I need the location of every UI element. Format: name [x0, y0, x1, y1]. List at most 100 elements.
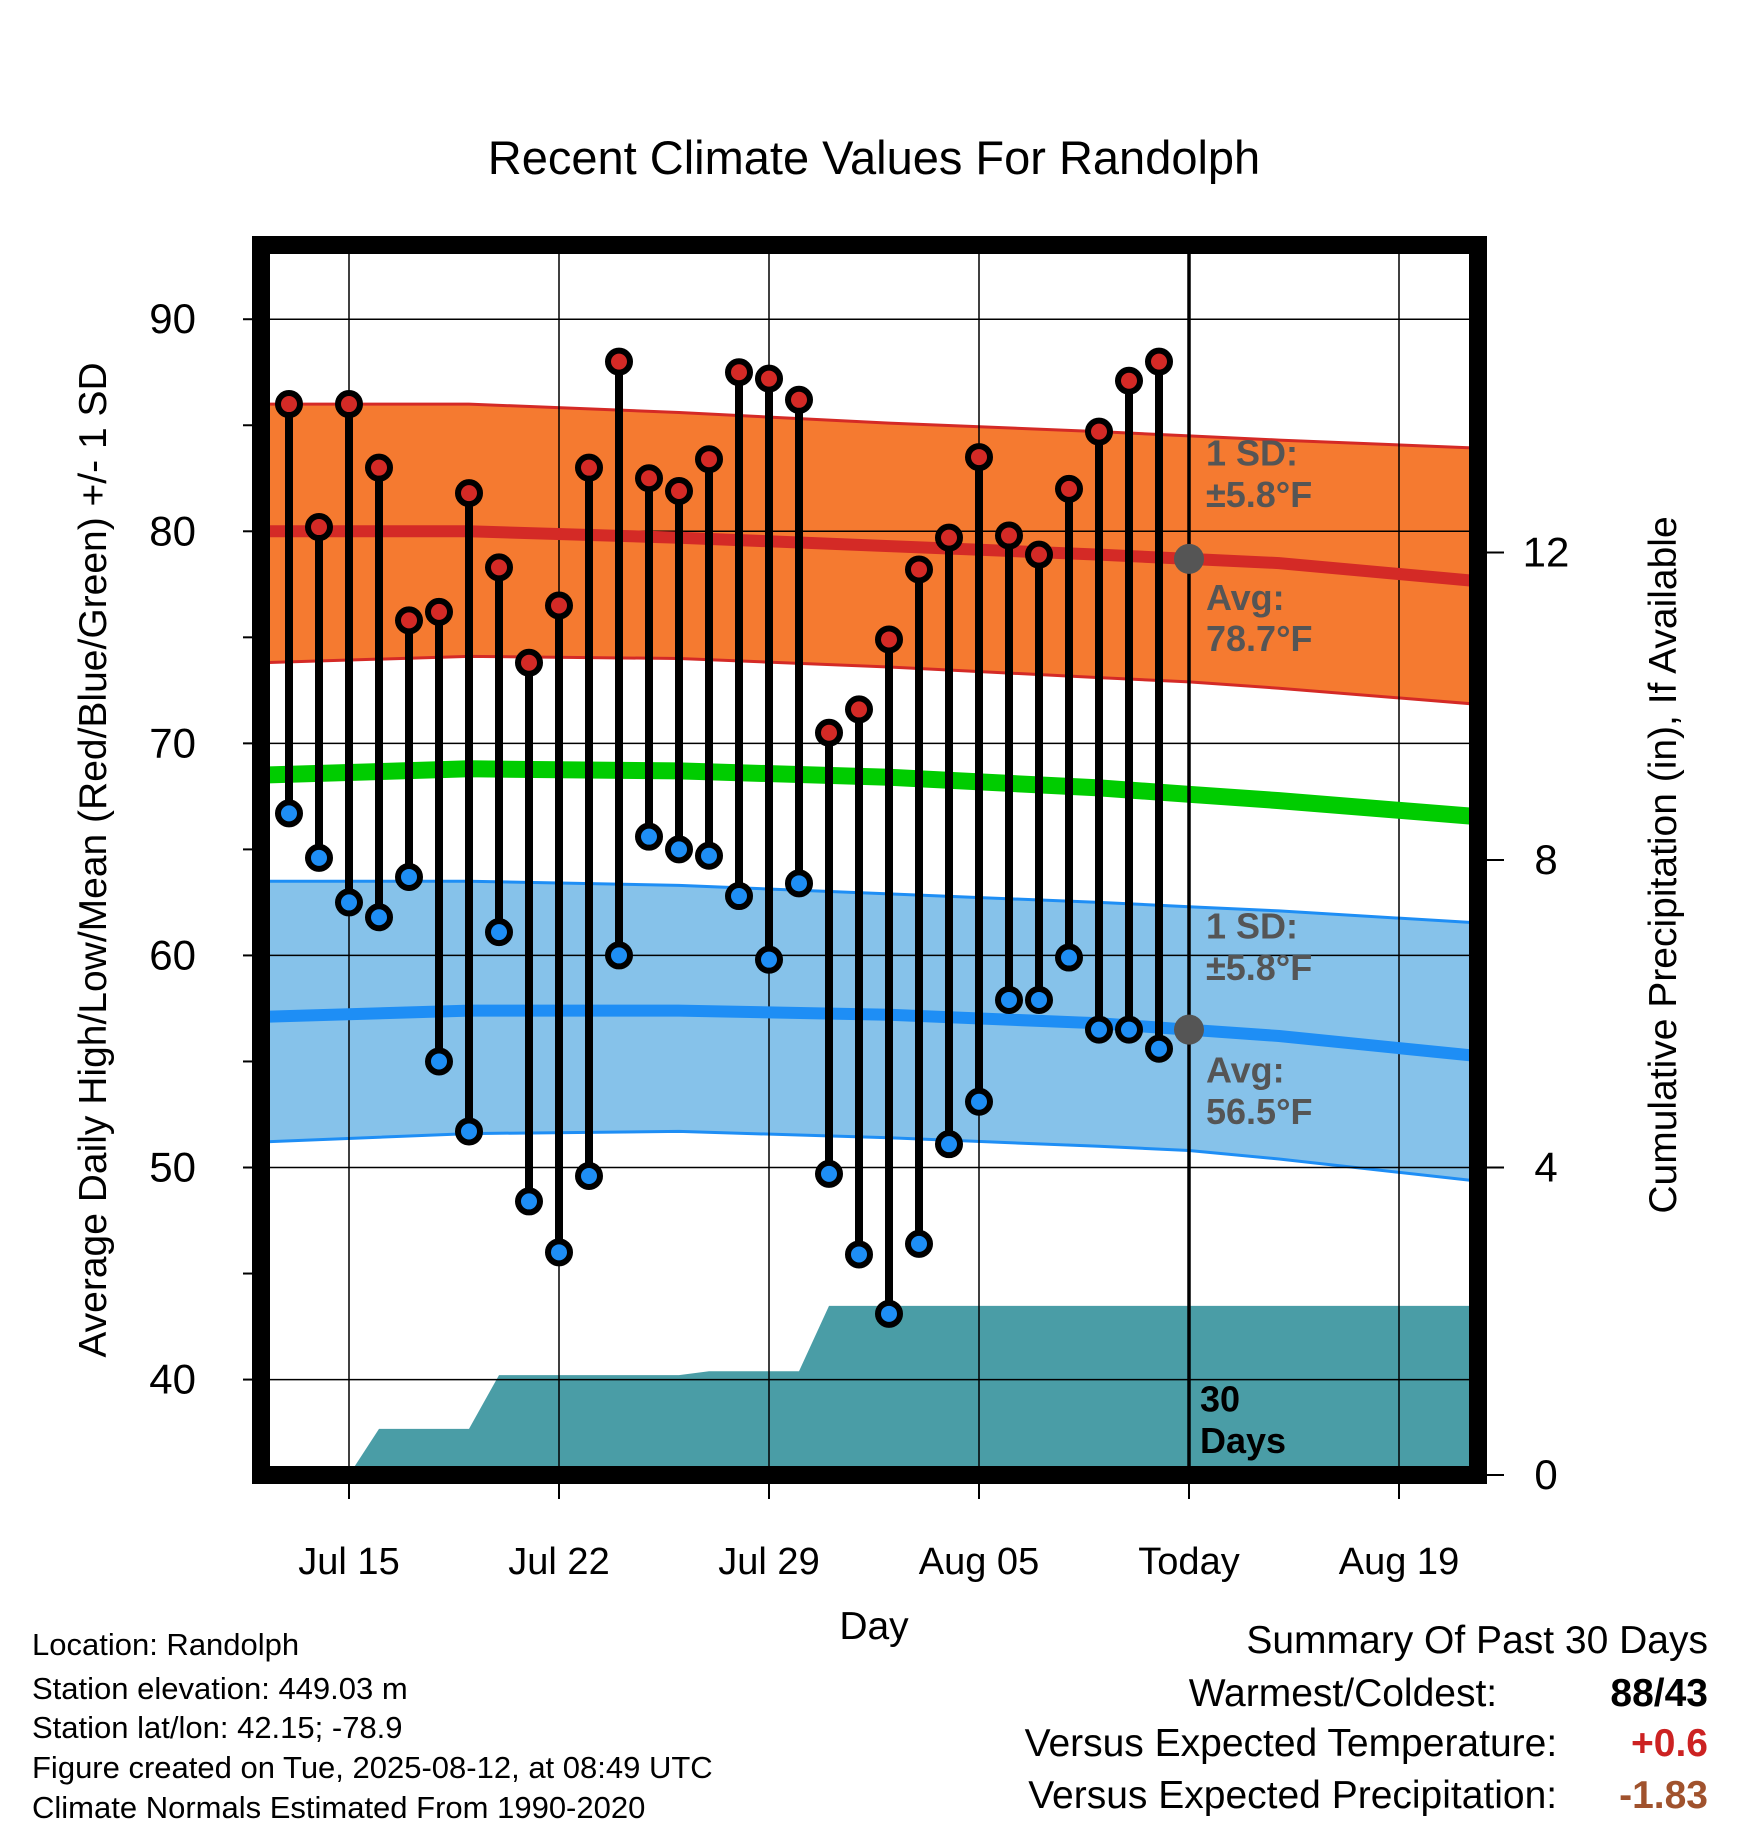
- info-elevation: Station elevation: 449.03 m: [32, 1671, 408, 1706]
- high-point: [365, 453, 393, 482]
- high-point: [545, 591, 573, 620]
- low-point: [1145, 1034, 1173, 1063]
- plot-frame: [252, 236, 1487, 1484]
- high-point: [1145, 347, 1173, 376]
- high-point: [815, 718, 843, 747]
- x-tick-label: Jul 22: [508, 1541, 609, 1583]
- high-point: [455, 479, 483, 508]
- info-created: Figure created on Tue, 2025-08-12, at 08…: [32, 1750, 713, 1785]
- info-location: Location: Randolph: [32, 1627, 300, 1662]
- low-point: [575, 1161, 603, 1190]
- summary-precip-label: Versus Expected Precipitation:: [1028, 1774, 1558, 1817]
- today-low-avg-marker: [1174, 1014, 1204, 1045]
- high-point: [695, 445, 723, 474]
- low-point: [335, 888, 363, 917]
- high-point: [785, 385, 813, 414]
- high-point: [995, 521, 1023, 550]
- summary-temp-value: +0.6: [1631, 1722, 1708, 1765]
- low-point: [395, 862, 423, 891]
- low-point: [785, 869, 813, 898]
- low-point: [1025, 985, 1053, 1014]
- low-point: [905, 1229, 933, 1258]
- low-point: [1085, 1015, 1113, 1044]
- info-normals: Climate Normals Estimated From 1990-2020: [32, 1790, 646, 1825]
- low-point: [305, 843, 333, 872]
- info-latlon: Station lat/lon: 42.15; -78.9: [32, 1710, 403, 1745]
- x-tick-label: Aug 19: [1339, 1541, 1459, 1583]
- high-point: [875, 625, 903, 654]
- y2-tick-label: 8: [1534, 836, 1557, 883]
- low-point: [635, 822, 663, 851]
- low-point: [845, 1240, 873, 1269]
- low-lower-line: [261, 1129, 1478, 1183]
- y-axis-label: Average Daily High/Low/Mean (Red/Blue/Gr…: [72, 362, 115, 1357]
- y2-tick-label: 0: [1534, 1451, 1557, 1498]
- high-avg-label: Avg: 78.7°F: [1206, 577, 1312, 659]
- low-point: [815, 1159, 843, 1188]
- high-point: [605, 347, 633, 376]
- plot-area: 1 SD: ±5.8°F Avg: 78.7°F 1 SD: ±5.8°F Avg: 56.5…: [72, 236, 1685, 1648]
- days-label: 30 Days: [1200, 1378, 1286, 1460]
- high-point: [1085, 417, 1113, 446]
- high-point: [635, 464, 663, 493]
- low-point: [605, 941, 633, 970]
- low-point: [1115, 1015, 1143, 1044]
- high-sd-label: 1 SD: ±5.8°F: [1206, 433, 1312, 515]
- y-tick-label: 40: [149, 1356, 196, 1403]
- low-point: [725, 882, 753, 911]
- low-point: [365, 903, 393, 932]
- y-tick-label: 50: [149, 1144, 196, 1191]
- summary-temp: Versus Expected Temperature: +0.6: [1025, 1722, 1708, 1766]
- high-point: [305, 513, 333, 542]
- low-point: [755, 945, 783, 974]
- x-tick-label: Jul 15: [298, 1541, 399, 1583]
- high-point: [935, 523, 963, 552]
- low-upper-line: [261, 879, 1478, 925]
- low-point: [275, 799, 303, 828]
- y2-tick-label: 4: [1534, 1144, 1557, 1191]
- summary-warm-cold-label: Warmest/Coldest:: [1188, 1672, 1498, 1715]
- y-tick-label: 80: [149, 507, 196, 554]
- high-lower-line: [261, 654, 1478, 706]
- low-point: [665, 835, 693, 864]
- low-point: [515, 1187, 543, 1216]
- low-point: [485, 918, 513, 947]
- x-tick-label: Jul 29: [718, 1541, 819, 1583]
- high-point: [755, 364, 783, 393]
- high-point: [395, 606, 423, 635]
- x-tick-label: Aug 05: [919, 1541, 1039, 1583]
- low-avg-label: Avg: 56.5°F: [1206, 1050, 1312, 1132]
- y2-tick-label: 12: [1523, 529, 1570, 576]
- low-sd-label: 1 SD: ±5.8°F: [1206, 905, 1312, 987]
- low-point: [995, 985, 1023, 1014]
- chart-title: Recent Climate Values For Randolph: [488, 131, 1260, 184]
- high-point: [335, 390, 363, 419]
- high-point: [665, 477, 693, 505]
- plot-inner: 1 SD: ±5.8°F Avg: 78.7°F 1 SD: ±5.8°F Avg: 56.5…: [261, 245, 1478, 1475]
- low-avg-line: [261, 1004, 1478, 1063]
- high-point: [905, 555, 933, 584]
- summary-precip-value: -1.83: [1619, 1774, 1708, 1817]
- high-point: [425, 597, 453, 626]
- x-axis-label: Day: [839, 1605, 909, 1648]
- x-tick-label: Today: [1138, 1541, 1239, 1583]
- high-upper-line: [261, 402, 1478, 450]
- today-high-avg-marker: [1174, 543, 1204, 574]
- summary-warm-cold: Warmest/Coldest: 88/43: [1189, 1672, 1708, 1716]
- low-point: [455, 1117, 483, 1146]
- y2-axis-label: Cumulative Precipitation (in), If Availa…: [1642, 516, 1685, 1213]
- high-point: [515, 648, 543, 677]
- summary-title: Summary Of Past 30 Days: [1246, 1619, 1708, 1662]
- y-tick-label: 90: [149, 295, 196, 342]
- high-point: [725, 358, 753, 387]
- high-point: [275, 390, 303, 419]
- y-tick-label: 70: [149, 719, 196, 766]
- high-point: [845, 695, 873, 724]
- summary-temp-label: Versus Expected Temperature:: [1024, 1722, 1558, 1765]
- low-point: [545, 1238, 573, 1267]
- low-point: [425, 1047, 453, 1076]
- high-sd-band: [261, 404, 1478, 705]
- low-point: [965, 1087, 993, 1116]
- low-point: [1055, 943, 1083, 972]
